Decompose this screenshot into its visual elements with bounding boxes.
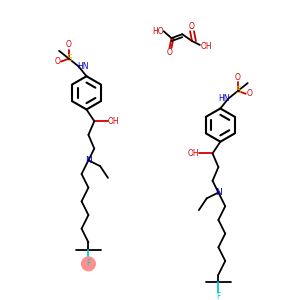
Text: OH: OH (201, 42, 212, 51)
Text: O: O (54, 57, 60, 66)
Text: HO: HO (152, 27, 164, 36)
Text: O: O (66, 40, 72, 50)
Text: HN: HN (77, 62, 88, 71)
Text: O: O (167, 48, 172, 57)
Text: O: O (235, 73, 241, 82)
Text: O: O (247, 89, 253, 98)
Circle shape (82, 257, 95, 271)
Text: HN: HN (218, 94, 230, 103)
Text: N: N (215, 188, 222, 197)
Text: OH: OH (187, 149, 199, 158)
Text: OH: OH (108, 117, 120, 126)
Text: F: F (216, 292, 220, 300)
Text: S: S (235, 86, 241, 95)
Text: S: S (66, 54, 72, 63)
Text: N: N (85, 156, 92, 165)
Text: O: O (189, 22, 195, 31)
Text: F: F (86, 260, 91, 268)
